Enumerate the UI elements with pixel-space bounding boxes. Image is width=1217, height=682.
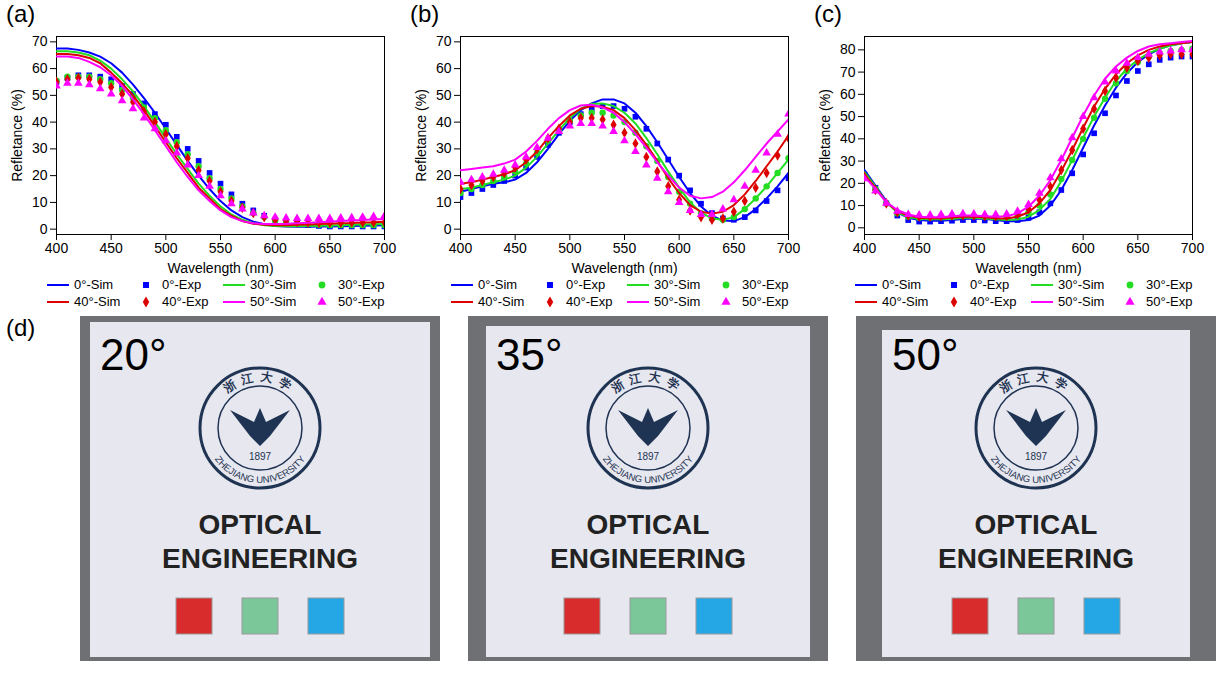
svg-text:35°: 35° — [496, 330, 563, 379]
svg-text:450: 450 — [503, 240, 527, 256]
svg-text:Wavelength (nm): Wavelength (nm) — [571, 260, 677, 276]
html-text:(a): (a) — [6, 0, 36, 27]
svg-text:60: 60 — [840, 86, 856, 102]
svg-text:70: 70 — [32, 33, 48, 49]
svg-text:650: 650 — [722, 240, 746, 256]
svg-text:1897: 1897 — [1025, 451, 1048, 462]
svg-text:550: 550 — [613, 240, 637, 256]
svg-text:浙江大学: 浙江大学 — [608, 369, 687, 396]
svg-text:ZHEJIANG UNIVERSITY: ZHEJIANG UNIVERSITY — [988, 453, 1084, 485]
svg-text:400: 400 — [449, 240, 473, 256]
svg-text:Wavelength (nm): Wavelength (nm) — [975, 260, 1081, 276]
html-text:40°-Exp: 40°-Exp — [970, 294, 1017, 309]
html-text:(d): (d) — [6, 314, 36, 341]
html-text:40°-Sim: 40°-Sim — [882, 294, 929, 309]
svg-text:60: 60 — [436, 60, 452, 76]
svg-text:600: 600 — [1071, 240, 1095, 256]
svg-text:50: 50 — [840, 108, 856, 124]
svg-text:0: 0 — [444, 221, 452, 237]
svg-text:700: 700 — [777, 240, 801, 256]
svg-text:50: 50 — [436, 87, 452, 103]
svg-text:600: 600 — [263, 240, 287, 256]
svg-text:OPTICAL: OPTICAL — [587, 509, 710, 540]
svg-text:50: 50 — [32, 87, 48, 103]
svg-text:400: 400 — [45, 240, 69, 256]
svg-text:500: 500 — [154, 240, 178, 256]
html-text:0°-Exp: 0°-Exp — [970, 277, 1010, 292]
svg-text:500: 500 — [962, 240, 986, 256]
svg-text:ZHEJIANG UNIVERSITY: ZHEJIANG UNIVERSITY — [212, 453, 308, 485]
html-text:50°-Exp: 50°-Exp — [742, 294, 789, 309]
svg-text:Refletance (%): Refletance (%) — [9, 89, 25, 182]
html-text:50°-Exp: 50°-Exp — [338, 294, 385, 309]
html-text:(c): (c) — [814, 0, 842, 27]
svg-text:1897: 1897 — [249, 451, 272, 462]
svg-text:OPTICAL: OPTICAL — [975, 509, 1098, 540]
html-text:40°-Sim: 40°-Sim — [478, 294, 525, 309]
svg-text:ENGINEERING: ENGINEERING — [550, 543, 746, 574]
svg-text:650: 650 — [318, 240, 342, 256]
html-text:50°-Sim: 50°-Sim — [654, 294, 701, 309]
svg-text:浙江大学: 浙江大学 — [220, 369, 299, 396]
html-text:0°-Sim: 0°-Sim — [882, 277, 922, 292]
svg-text:40: 40 — [32, 114, 48, 130]
html-text:0°-Exp: 0°-Exp — [566, 277, 606, 292]
html-text:30°-Exp: 30°-Exp — [1146, 277, 1193, 292]
svg-text:10: 10 — [840, 197, 856, 213]
svg-text:700: 700 — [373, 240, 397, 256]
html-text:(b): (b) — [410, 0, 440, 27]
html-text:50°-Exp: 50°-Exp — [1146, 294, 1193, 309]
svg-text:10: 10 — [436, 194, 452, 210]
html-text:30°-Sim: 30°-Sim — [654, 277, 701, 292]
svg-text:20: 20 — [32, 167, 48, 183]
svg-text:20: 20 — [840, 175, 856, 191]
svg-text:40: 40 — [840, 130, 856, 146]
html-text:40°-Exp: 40°-Exp — [162, 294, 209, 309]
svg-text:550: 550 — [209, 240, 233, 256]
svg-text:20: 20 — [436, 167, 452, 183]
html-text:40°-Exp: 40°-Exp — [566, 294, 613, 309]
svg-text:1897: 1897 — [637, 451, 660, 462]
svg-text:10: 10 — [32, 194, 48, 210]
html-text:30°-Exp: 30°-Exp — [742, 277, 789, 292]
svg-text:40: 40 — [436, 114, 452, 130]
svg-text:20°: 20° — [100, 330, 167, 379]
svg-text:550: 550 — [1017, 240, 1041, 256]
svg-text:60: 60 — [32, 60, 48, 76]
svg-text:ZHEJIANG UNIVERSITY: ZHEJIANG UNIVERSITY — [600, 453, 696, 485]
svg-text:450: 450 — [907, 240, 931, 256]
svg-text:Wavelength (nm): Wavelength (nm) — [167, 260, 273, 276]
svg-text:700: 700 — [1181, 240, 1205, 256]
html-text:30°-Sim: 30°-Sim — [1058, 277, 1105, 292]
html-text:50°-Sim: 50°-Sim — [1058, 294, 1105, 309]
svg-text:450: 450 — [99, 240, 123, 256]
svg-text:Refletance (%): Refletance (%) — [413, 89, 429, 182]
html-text:30°-Sim: 30°-Sim — [250, 277, 297, 292]
svg-text:600: 600 — [667, 240, 691, 256]
svg-text:500: 500 — [558, 240, 582, 256]
html-text:30°-Exp: 30°-Exp — [338, 277, 385, 292]
svg-text:30: 30 — [32, 140, 48, 156]
svg-text:ENGINEERING: ENGINEERING — [938, 543, 1134, 574]
svg-text:400: 400 — [853, 240, 877, 256]
svg-text:50°: 50° — [892, 330, 959, 379]
svg-text:ENGINEERING: ENGINEERING — [162, 543, 358, 574]
svg-text:650: 650 — [1126, 240, 1150, 256]
svg-text:0: 0 — [40, 221, 48, 237]
svg-text:70: 70 — [840, 64, 856, 80]
html-text:0°-Exp: 0°-Exp — [162, 277, 202, 292]
svg-text:70: 70 — [436, 33, 452, 49]
html-text:40°-Sim: 40°-Sim — [74, 294, 121, 309]
svg-text:0: 0 — [848, 219, 856, 235]
svg-text:30: 30 — [840, 153, 856, 169]
html-text:0°-Sim: 0°-Sim — [74, 277, 114, 292]
svg-text:30: 30 — [436, 140, 452, 156]
html-text:50°-Sim: 50°-Sim — [250, 294, 297, 309]
html-text:0°-Sim: 0°-Sim — [478, 277, 518, 292]
svg-text:Refletance (%): Refletance (%) — [817, 89, 833, 182]
svg-text:OPTICAL: OPTICAL — [199, 509, 322, 540]
svg-text:80: 80 — [840, 41, 856, 57]
svg-text:浙江大学: 浙江大学 — [996, 369, 1075, 396]
